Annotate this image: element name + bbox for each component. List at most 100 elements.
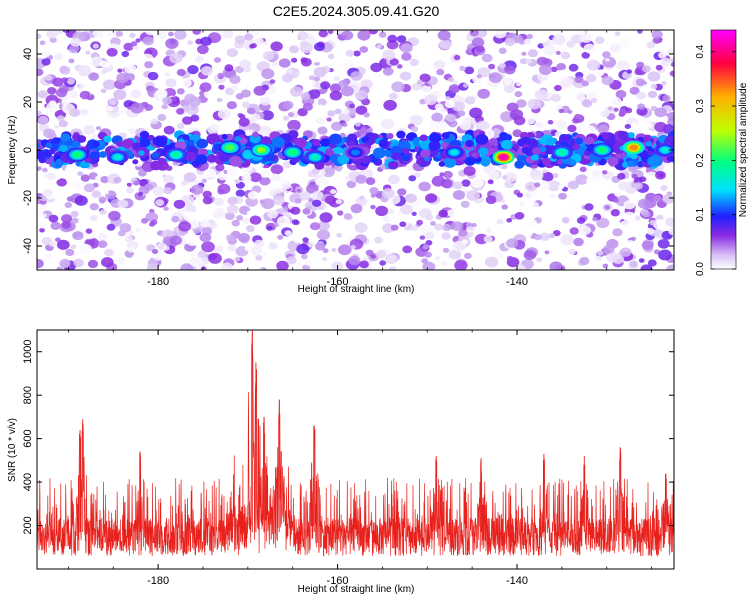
noise-blob [647, 90, 658, 99]
noise-blob [217, 183, 231, 194]
noise-blob [296, 188, 302, 193]
noise-blob [70, 210, 79, 218]
noise-blob [444, 100, 455, 109]
noise-blob [176, 88, 185, 95]
noise-blob [660, 185, 668, 191]
noise-blob [222, 30, 234, 39]
noise-blob [316, 117, 325, 125]
noise-blob [304, 260, 311, 266]
noise-blob [591, 169, 601, 177]
y-tick-label: 600 [22, 429, 34, 447]
noise-blob [366, 127, 373, 133]
noise-blob [652, 37, 661, 44]
noise-blob [37, 166, 42, 171]
noise-blob [354, 222, 368, 233]
noise-blob [525, 58, 533, 64]
band-blob [478, 147, 489, 156]
band-blob [319, 138, 331, 147]
noise-blob [115, 30, 124, 37]
band-blob [92, 141, 100, 148]
noise-blob [89, 203, 99, 211]
noise-blob [524, 218, 538, 229]
band-blob [45, 142, 53, 149]
noise-blob [165, 38, 179, 49]
noise-blob [108, 71, 119, 80]
noise-blob [54, 124, 60, 129]
noise-blob [441, 260, 448, 266]
noise-blob [126, 182, 132, 187]
band-blob [666, 155, 674, 162]
band-blob [602, 133, 610, 140]
band-blob [218, 152, 230, 162]
noise-blob [314, 242, 326, 251]
noise-blob [646, 123, 653, 128]
noise-blob [602, 51, 611, 59]
band-blob [480, 158, 491, 167]
noise-blob [592, 217, 598, 222]
band-blob [396, 130, 406, 139]
noise-blob [387, 209, 395, 215]
noise-blob [43, 174, 50, 179]
band-blob [429, 132, 442, 143]
noise-blob [296, 243, 310, 255]
noise-blob [453, 181, 463, 190]
noise-blob [581, 51, 590, 59]
snr-panel: -180 -160 -140 200 400 600 800 1000 Height of s… [7, 329, 675, 595]
noise-blob [146, 244, 156, 252]
noise-blob [629, 260, 638, 268]
band-blob [48, 148, 56, 155]
noise-blob [516, 99, 527, 108]
noise-blob [319, 212, 333, 223]
noise-blob [646, 227, 655, 235]
noise-blob [83, 125, 96, 135]
band-blob [60, 133, 71, 142]
noise-blob [37, 178, 46, 189]
noise-blob [401, 52, 412, 61]
noise-blob [443, 247, 450, 253]
noise-blob [350, 203, 363, 214]
noise-blob [669, 70, 674, 77]
noise-blob [388, 92, 398, 100]
noise-blob [408, 175, 417, 182]
band-blob [139, 137, 151, 148]
noise-blob [391, 81, 405, 92]
noise-blob [235, 189, 245, 197]
noise-blob [452, 240, 466, 252]
noise-blob [130, 89, 142, 99]
noise-blob [442, 223, 452, 232]
noise-blob [636, 91, 647, 100]
noise-blob [355, 196, 368, 207]
noise-blob [620, 39, 630, 47]
noise-blob [471, 37, 485, 48]
band-blob [402, 148, 410, 155]
noise-blob [649, 219, 657, 226]
band-blob [152, 136, 164, 146]
noise-blob [313, 67, 327, 78]
noise-blob [101, 257, 114, 268]
band-blob [89, 151, 99, 159]
band-blob [390, 145, 402, 156]
noise-blob [458, 229, 468, 237]
noise-blob [100, 176, 110, 184]
noise-blob [565, 265, 578, 270]
noise-blob [586, 74, 597, 83]
noise-blob [113, 176, 122, 184]
noise-blob [619, 247, 632, 257]
noise-blob [447, 77, 455, 83]
noise-blob [163, 174, 175, 184]
band-blob [59, 144, 68, 153]
noise-blob [354, 90, 368, 101]
noise-blob [171, 215, 180, 223]
band-blob [329, 154, 340, 163]
noise-blob [255, 254, 263, 261]
noise-blob [242, 217, 250, 224]
noise-blob [238, 117, 250, 127]
noise-blob [85, 50, 91, 55]
noise-blob [313, 55, 322, 63]
noise-blob [597, 124, 610, 134]
noise-blob [615, 89, 627, 99]
noise-blob [199, 232, 212, 243]
noise-blob [267, 209, 279, 219]
noise-blob [106, 47, 118, 57]
band-blob [98, 151, 107, 158]
